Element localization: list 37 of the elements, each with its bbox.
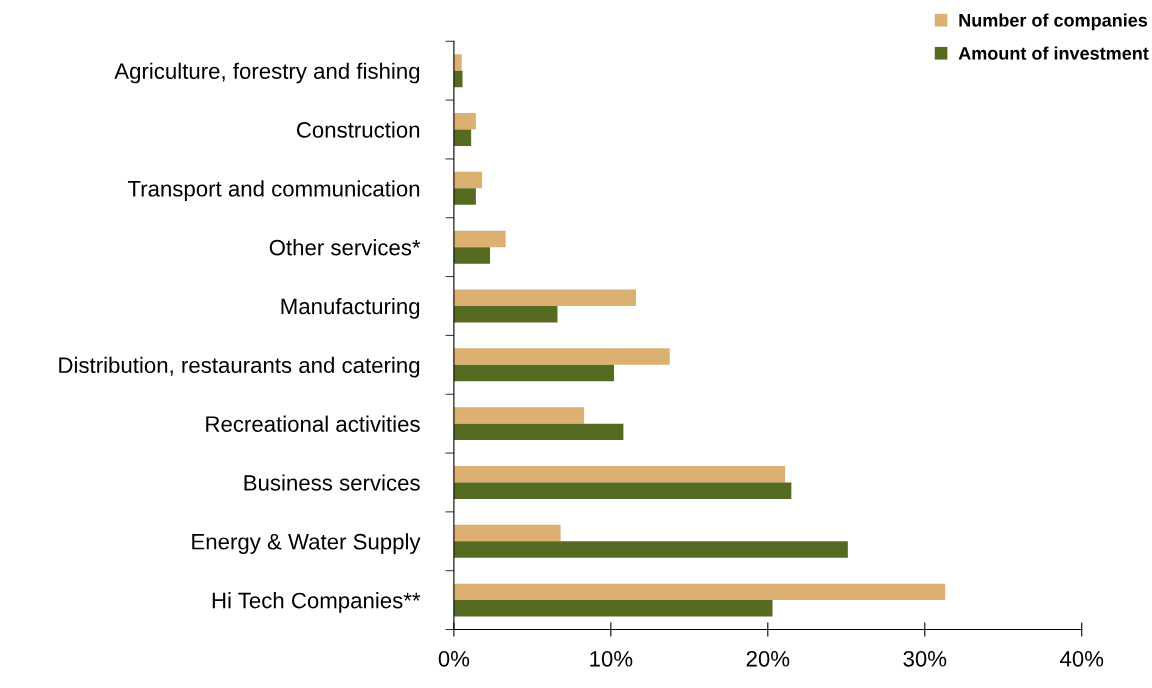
bar — [453, 482, 792, 499]
y-tick-label: Business services — [244, 474, 420, 491]
y-tick-label: Other services* — [269, 239, 421, 256]
bar — [453, 465, 786, 483]
y-tick-label: Recreational activities — [206, 415, 420, 432]
y-tick-label: Agriculture, forestry and fishing — [114, 62, 420, 84]
bar — [453, 407, 585, 424]
y-tick-label: Energy & Water Supply — [192, 533, 421, 554]
bar — [453, 524, 561, 542]
y-tick-label: Manufacturing — [281, 297, 420, 319]
x-tick-label: 20% — [746, 650, 790, 667]
x-tick-label: 30% — [903, 650, 947, 667]
legend-label: Number of companies — [959, 13, 1148, 31]
bar — [453, 247, 490, 264]
bar — [453, 583, 946, 601]
x-tick-label: 0% — [438, 650, 470, 667]
bar — [453, 541, 848, 558]
bar — [453, 289, 636, 306]
bar — [453, 364, 614, 382]
bar — [453, 188, 476, 205]
bar — [453, 305, 558, 323]
y-tick-label: Construction — [296, 121, 420, 138]
x-tick-label: 40% — [1060, 650, 1104, 667]
bar — [453, 423, 624, 441]
bar — [453, 348, 670, 365]
bar — [453, 171, 483, 189]
bar — [453, 600, 773, 617]
y-tick-label: Transport and communication — [127, 180, 420, 201]
bar — [453, 70, 463, 88]
bar — [453, 54, 462, 71]
legend-label: Amount of investment — [958, 46, 1149, 60]
y-tick-label: Distribution, restaurants and catering — [59, 356, 420, 378]
bar — [453, 129, 472, 146]
y-tick-label: Hi Tech Companies** — [212, 592, 421, 613]
bar — [453, 113, 476, 130]
x-tick-label: 10% — [590, 650, 633, 667]
bar — [453, 230, 506, 248]
